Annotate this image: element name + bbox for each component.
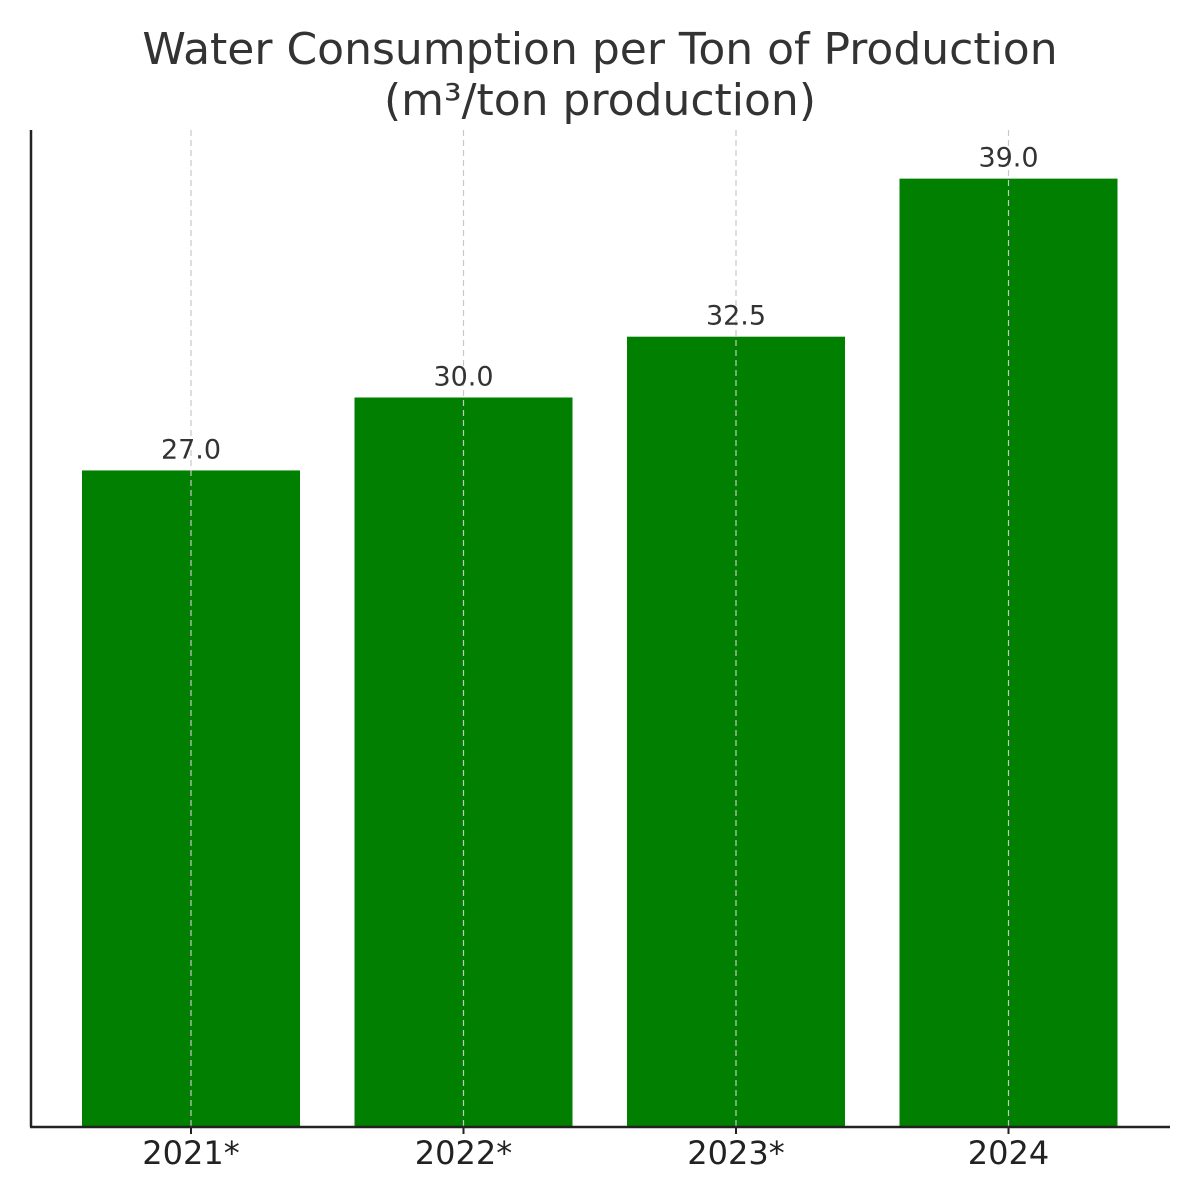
bars xyxy=(82,178,1118,1127)
bar-1 xyxy=(82,470,300,1127)
chart-subtitle: (m³/ton production) xyxy=(384,75,816,126)
x-tick-label: 2021* xyxy=(142,1134,239,1172)
bar-value-label: 30.0 xyxy=(433,361,493,392)
gridlines-over-bars xyxy=(190,130,1010,1127)
bar-value-label: 32.5 xyxy=(706,301,766,332)
x-tick-label: 2022* xyxy=(415,1134,512,1172)
x-axis-ticks: 2021* 2022* 2023* 2024 xyxy=(142,1127,1049,1172)
chart-title: Water Consumption per Ton of Production xyxy=(142,24,1057,75)
value-labels: 27.0 30.0 32.5 39.0 xyxy=(161,143,1039,466)
x-tick-label: 2024 xyxy=(968,1134,1049,1172)
bar-value-label: 27.0 xyxy=(161,434,221,465)
bar-value-label: 39.0 xyxy=(978,143,1038,174)
x-tick-label: 2023* xyxy=(687,1134,784,1172)
